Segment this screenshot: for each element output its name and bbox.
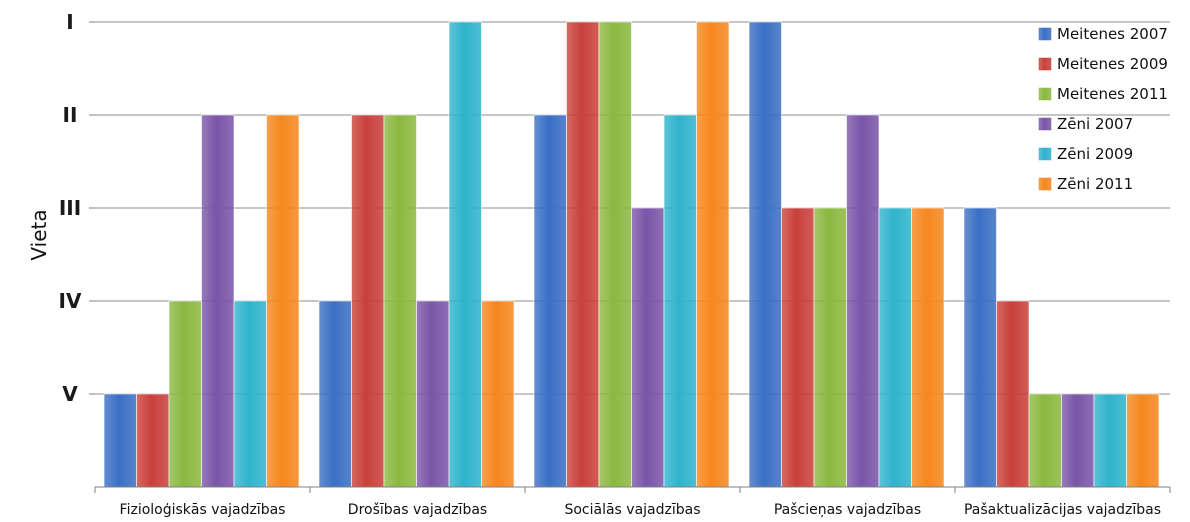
legend-label: Zēni 2011 xyxy=(1057,175,1133,193)
legend-label: Zēni 2007 xyxy=(1057,115,1133,133)
y-tick-label: IV xyxy=(59,289,82,313)
bars xyxy=(103,21,1160,488)
x-category-label: Drošības vajadzības xyxy=(348,502,487,518)
bar-zēni-2011-0 xyxy=(266,114,300,488)
bar-meitenes-2011-1 xyxy=(383,114,417,488)
bar-zēni-2009-4 xyxy=(1093,393,1127,488)
y-tick-label: II xyxy=(63,103,78,127)
bar-meitenes-2007-2 xyxy=(533,114,567,488)
bar-zēni-2007-3 xyxy=(846,114,880,488)
y-tick-label: III xyxy=(59,196,81,220)
bar-zēni-2011-4 xyxy=(1126,393,1160,488)
legend-swatch xyxy=(1038,57,1052,71)
bar-zēni-2007-2 xyxy=(631,207,665,488)
y-tick-label: I xyxy=(66,10,73,34)
bar-meitenes-2007-4 xyxy=(963,207,997,488)
x-category-label: Pašcieņas vajadzības xyxy=(774,502,921,518)
bar-meitenes-2009-0 xyxy=(136,393,170,488)
bar-zēni-2011-2 xyxy=(696,21,730,488)
x-category-label: Pašaktualizācijas vajadzības xyxy=(964,502,1161,518)
legend: Meitenes 2007 Meitenes 2009 Meitenes 2011 Z… xyxy=(1038,25,1168,193)
bar-meitenes-2011-3 xyxy=(813,207,847,488)
bar-zēni-2007-4 xyxy=(1061,393,1095,488)
y-tick-label: V xyxy=(62,382,78,406)
legend-label: Zēni 2009 xyxy=(1057,145,1133,163)
legend-swatch xyxy=(1038,27,1052,41)
bar-meitenes-2007-1 xyxy=(318,300,352,488)
bar-zēni-2007-0 xyxy=(201,114,235,488)
bar-meitenes-2007-0 xyxy=(103,393,137,488)
bar-zēni-2009-1 xyxy=(448,21,482,488)
bar-zēni-2009-0 xyxy=(233,300,267,488)
bar-zēni-2009-2 xyxy=(663,114,697,488)
bar-meitenes-2011-0 xyxy=(168,300,202,488)
x-axis-ticks: Fizioloģiskās vajadzības Drošības vajadzī… xyxy=(94,487,1171,518)
bar-zēni-2007-1 xyxy=(416,300,450,488)
legend-label: Meitenes 2009 xyxy=(1057,55,1168,73)
legend-swatch xyxy=(1038,87,1052,101)
bar-meitenes-2009-1 xyxy=(351,114,385,488)
legend-swatch xyxy=(1038,177,1052,191)
x-category-label: Sociālās vajadzības xyxy=(564,502,700,518)
bar-meitenes-2009-4 xyxy=(996,300,1030,488)
bar-zēni-2011-3 xyxy=(911,207,945,488)
bar-meitenes-2009-2 xyxy=(566,21,600,488)
y-axis-label: Vieta xyxy=(27,209,51,260)
bar-meitenes-2011-2 xyxy=(598,21,632,488)
legend-swatch xyxy=(1038,117,1052,131)
x-category-label: Fizioloģiskās vajadzības xyxy=(120,502,286,518)
bar-zēni-2009-3 xyxy=(878,207,912,488)
legend-label: Meitenes 2011 xyxy=(1057,85,1168,103)
bar-meitenes-2009-3 xyxy=(781,207,815,488)
legend-label: Meitenes 2007 xyxy=(1057,25,1168,43)
bar-zēni-2011-1 xyxy=(481,300,515,488)
bar-meitenes-2007-3 xyxy=(748,21,782,488)
bar-meitenes-2011-4 xyxy=(1028,393,1062,488)
legend-swatch xyxy=(1038,147,1052,161)
